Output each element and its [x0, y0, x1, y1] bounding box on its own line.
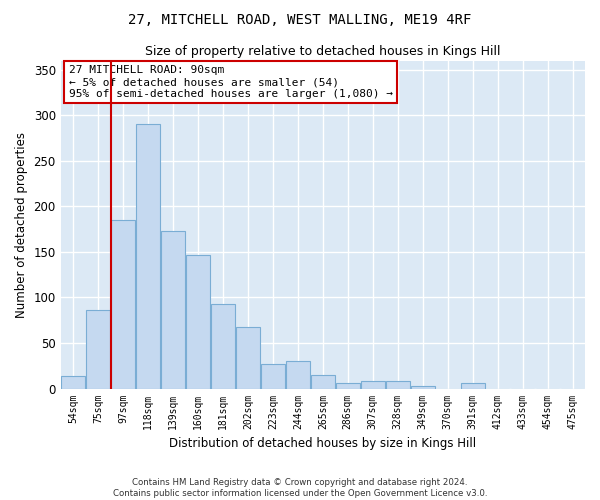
- Bar: [386, 382, 410, 388]
- Bar: [336, 383, 359, 388]
- Bar: [461, 383, 485, 388]
- Y-axis label: Number of detached properties: Number of detached properties: [15, 132, 28, 318]
- Bar: [286, 361, 310, 388]
- Bar: [186, 254, 210, 388]
- Bar: [161, 231, 185, 388]
- Bar: [86, 310, 110, 388]
- Text: Contains HM Land Registry data © Crown copyright and database right 2024.
Contai: Contains HM Land Registry data © Crown c…: [113, 478, 487, 498]
- Title: Size of property relative to detached houses in Kings Hill: Size of property relative to detached ho…: [145, 45, 500, 58]
- Bar: [61, 376, 85, 388]
- Text: 27 MITCHELL ROAD: 90sqm
← 5% of detached houses are smaller (54)
95% of semi-det: 27 MITCHELL ROAD: 90sqm ← 5% of detached…: [68, 66, 392, 98]
- Bar: [261, 364, 285, 388]
- Bar: [411, 386, 434, 388]
- Bar: [311, 375, 335, 388]
- Text: 27, MITCHELL ROAD, WEST MALLING, ME19 4RF: 27, MITCHELL ROAD, WEST MALLING, ME19 4R…: [128, 12, 472, 26]
- Bar: [361, 382, 385, 388]
- Bar: [136, 124, 160, 388]
- X-axis label: Distribution of detached houses by size in Kings Hill: Distribution of detached houses by size …: [169, 437, 476, 450]
- Bar: [111, 220, 135, 388]
- Bar: [236, 326, 260, 388]
- Bar: [211, 304, 235, 388]
